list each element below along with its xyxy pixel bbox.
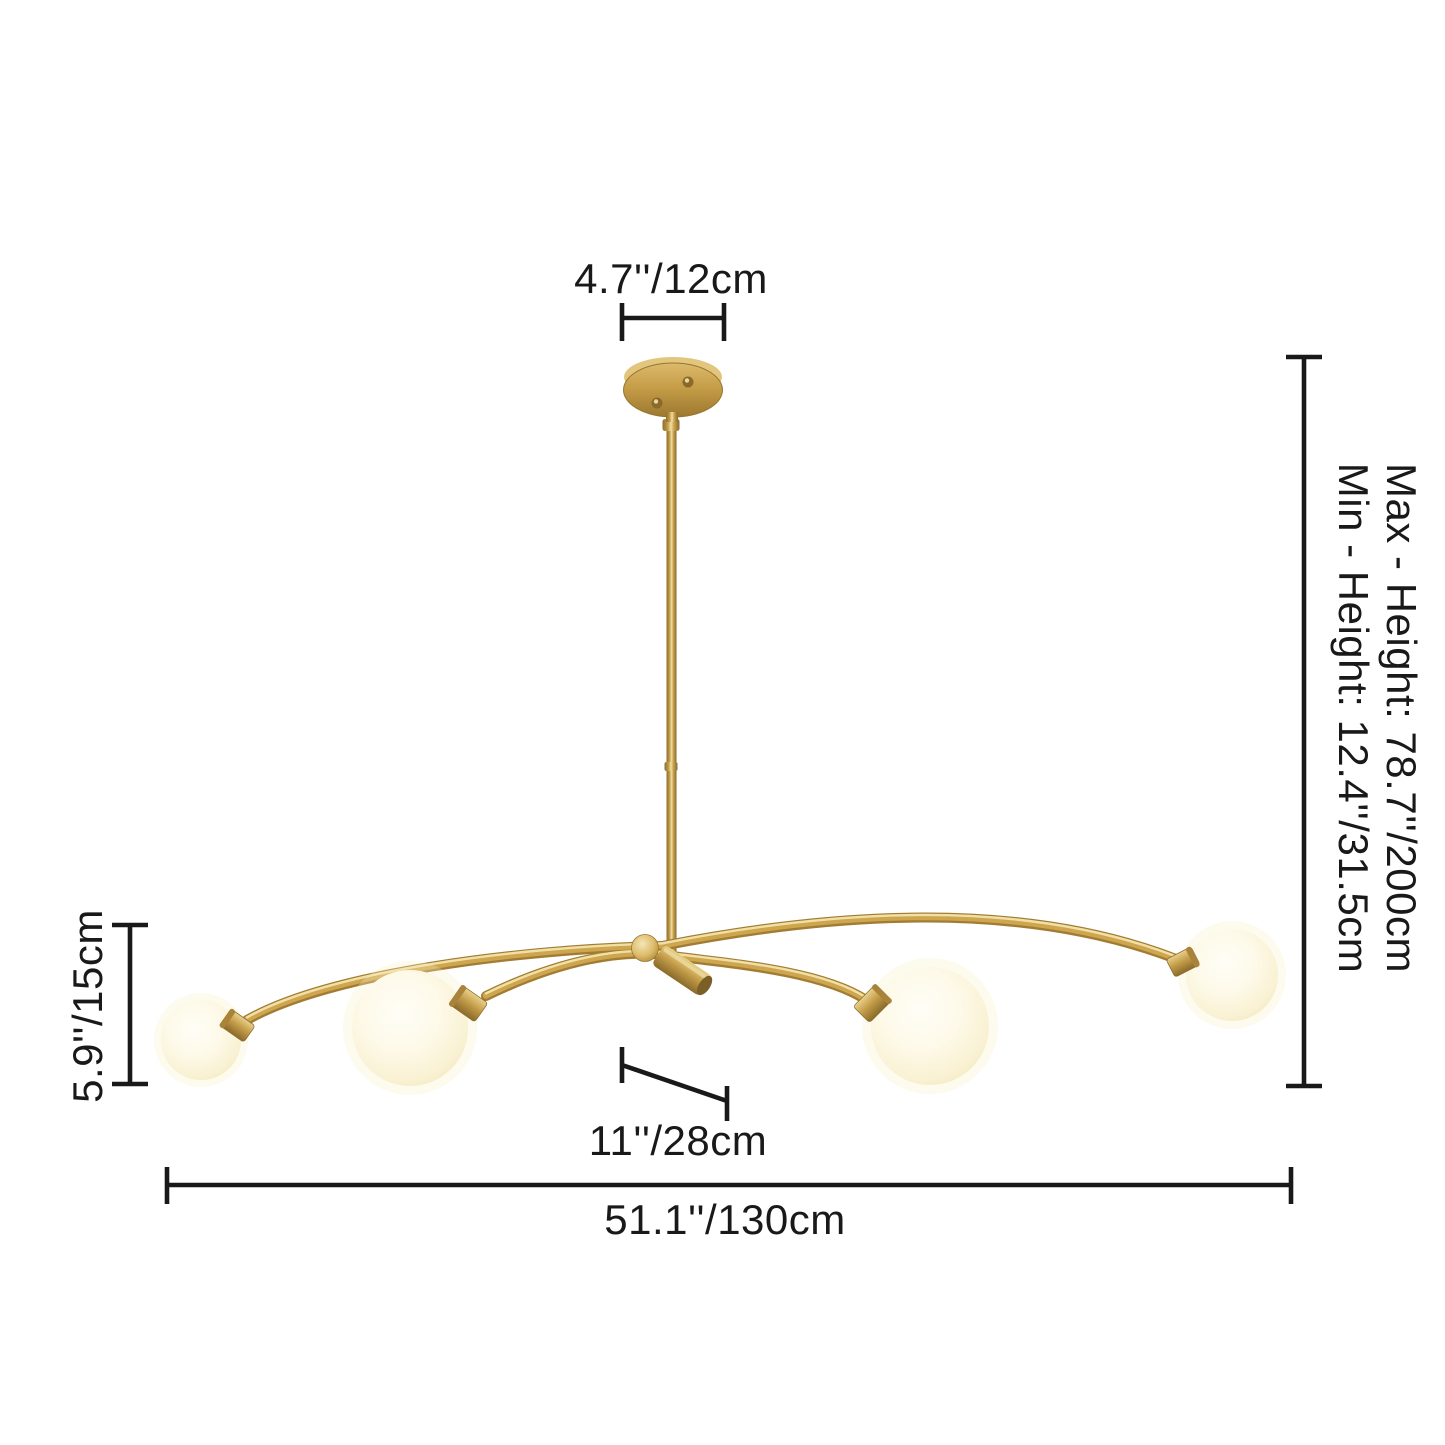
- dim-canopy-width-line: [619, 303, 727, 341]
- dim-label-min-height: Min - Height: 12.4''/31.5cm: [1330, 462, 1377, 974]
- ceiling-canopy: [623, 357, 723, 422]
- dim-globe-spacing-line: [619, 1047, 730, 1121]
- globe-sockets: [219, 946, 1200, 1042]
- dim-label-canopy-width: 4.7''/12cm: [574, 255, 768, 302]
- dimension-lines: [112, 303, 1322, 1204]
- glass-globe-2: [352, 970, 468, 1086]
- dim-label-max-height: Max - Height: 78.7''/200cm: [1378, 463, 1425, 973]
- dim-height-line: [1286, 354, 1322, 1089]
- dim-fixture-width-line: [164, 1167, 1294, 1204]
- dim-globe-height-line: [112, 922, 148, 1087]
- glass-globe-4: [1186, 929, 1278, 1021]
- dim-label-globe-spacing: 11''/28cm: [588, 1117, 768, 1164]
- dim-label-globe-height: 5.9''/15cm: [64, 909, 111, 1103]
- glass-globe-1: [161, 1000, 241, 1080]
- center-hub: [631, 934, 713, 996]
- dim-label-fixture-width: 51.1''/130cm: [604, 1196, 846, 1243]
- down-rod: [662, 419, 680, 952]
- globes: [154, 921, 1286, 1095]
- glass-globe-3: [871, 967, 989, 1085]
